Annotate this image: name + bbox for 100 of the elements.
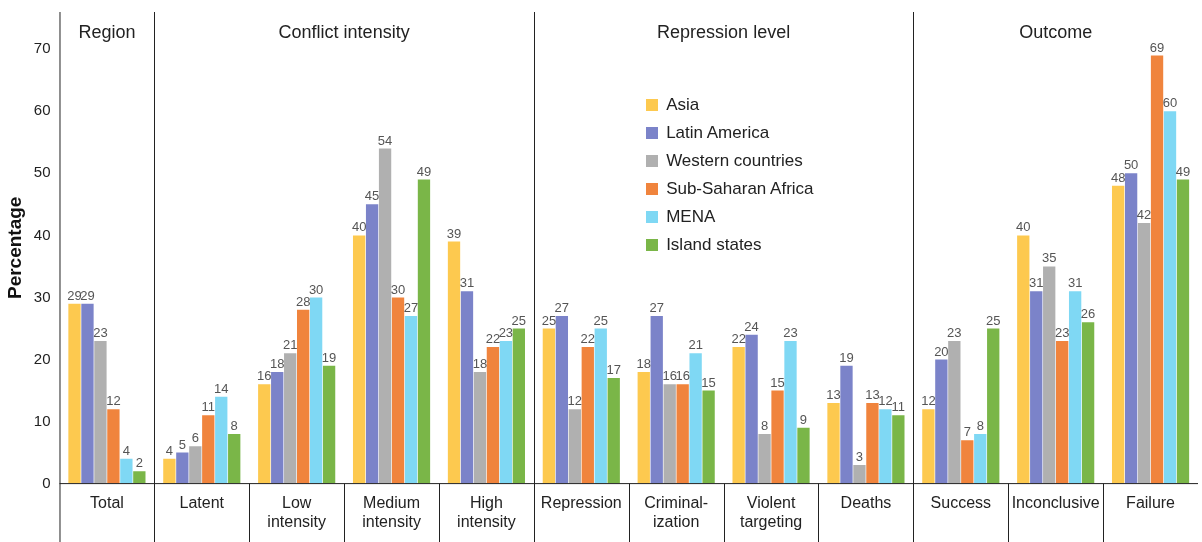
bar xyxy=(1030,291,1043,484)
data-label: 12 xyxy=(106,393,121,409)
data-label: 17 xyxy=(606,362,621,378)
bar xyxy=(1068,291,1082,484)
bar xyxy=(663,384,676,484)
bar xyxy=(1137,222,1151,484)
bar xyxy=(702,390,715,484)
data-label: 40 xyxy=(351,219,367,235)
y-tick-label: 60 xyxy=(33,101,51,119)
bar xyxy=(827,402,840,484)
x-tick-label: Inconclusive xyxy=(1011,493,1100,511)
data-label: 11 xyxy=(891,399,906,415)
legend-label: Sub-Saharan Africa xyxy=(666,179,814,199)
bar xyxy=(1176,179,1190,484)
data-label: 21 xyxy=(282,337,298,353)
data-label: 22 xyxy=(485,331,501,347)
annotation: Outcome xyxy=(1019,21,1093,42)
data-label: 8 xyxy=(976,418,984,434)
bar xyxy=(581,347,594,484)
annotation: Conflict intensity xyxy=(278,21,410,42)
x-tick-label: Total xyxy=(90,493,124,511)
x-tick-label: Criminal-ization xyxy=(644,493,709,530)
data-label: 24 xyxy=(744,318,759,334)
legend-label: Island states xyxy=(666,235,762,255)
bar xyxy=(163,458,176,484)
bar xyxy=(460,291,474,484)
bar xyxy=(987,328,1000,484)
bar xyxy=(745,334,758,484)
y-tick-label: 10 xyxy=(33,411,51,429)
data-label: 2 xyxy=(135,455,143,471)
data-label: 12 xyxy=(878,393,893,409)
bar xyxy=(486,347,500,484)
bar xyxy=(215,396,228,484)
data-label: 18 xyxy=(472,355,488,371)
bar xyxy=(404,316,418,484)
data-label: 25 xyxy=(593,312,608,328)
bar xyxy=(1017,235,1030,484)
data-label: 16 xyxy=(662,368,677,384)
data-label: 27 xyxy=(554,300,570,316)
data-label: 6 xyxy=(191,430,199,446)
bar xyxy=(1043,266,1056,484)
bar xyxy=(840,365,853,484)
y-axis-title: Percentage xyxy=(3,196,25,300)
bar xyxy=(689,353,702,484)
bar xyxy=(297,309,310,484)
bar xyxy=(879,409,892,484)
y-tick-label: 0 xyxy=(42,473,51,491)
bar xyxy=(892,415,905,484)
bar xyxy=(512,328,525,484)
data-label: 29 xyxy=(67,287,82,303)
x-tick-label: Latent xyxy=(179,493,225,511)
bar xyxy=(365,204,379,484)
data-label: 42 xyxy=(1136,207,1152,223)
bar xyxy=(378,148,392,484)
data-label: 14 xyxy=(214,380,229,396)
data-label: 50 xyxy=(1123,157,1139,173)
x-tick-label: Repression xyxy=(540,493,622,511)
data-label: 12 xyxy=(921,393,936,409)
data-label: 4 xyxy=(122,442,130,458)
data-label: 22 xyxy=(731,331,746,347)
data-label: 27 xyxy=(649,300,664,316)
bar xyxy=(948,340,961,484)
data-label: 35 xyxy=(1041,250,1057,266)
x-tick-label: Deaths xyxy=(840,493,892,511)
data-label: 31 xyxy=(1067,275,1083,291)
bar xyxy=(271,371,284,484)
bar xyxy=(797,427,810,484)
data-label: 45 xyxy=(364,188,380,204)
data-label: 7 xyxy=(963,424,971,440)
data-label: 5 xyxy=(178,436,186,452)
bar xyxy=(133,471,146,484)
bar xyxy=(81,303,94,484)
bar xyxy=(1056,340,1069,484)
y-tick-label: 20 xyxy=(33,349,51,367)
bar xyxy=(732,347,745,484)
x-tick-label: Violent targeting xyxy=(739,493,803,530)
bar xyxy=(107,409,120,484)
data-label: 27 xyxy=(403,300,419,316)
bar xyxy=(499,340,513,484)
bar xyxy=(1081,322,1095,484)
data-label: 4 xyxy=(165,442,173,458)
data-label: 39 xyxy=(446,225,462,241)
bar xyxy=(594,328,607,484)
bar xyxy=(961,440,974,484)
data-label: 16 xyxy=(675,368,690,384)
bar xyxy=(473,371,487,484)
bar xyxy=(974,433,987,484)
data-label: 20 xyxy=(934,343,949,359)
legend-label: MENA xyxy=(666,207,716,227)
bar xyxy=(568,409,581,484)
bar xyxy=(650,316,663,484)
y-tick-label: 50 xyxy=(33,163,51,181)
data-label: 49 xyxy=(416,163,432,179)
x-tick-label: Medium intensity xyxy=(362,493,421,530)
bar xyxy=(676,384,689,484)
data-label: 49 xyxy=(1175,163,1191,179)
bar xyxy=(391,297,405,484)
data-label: 23 xyxy=(498,324,514,340)
bar xyxy=(771,390,784,484)
bar xyxy=(417,179,431,484)
